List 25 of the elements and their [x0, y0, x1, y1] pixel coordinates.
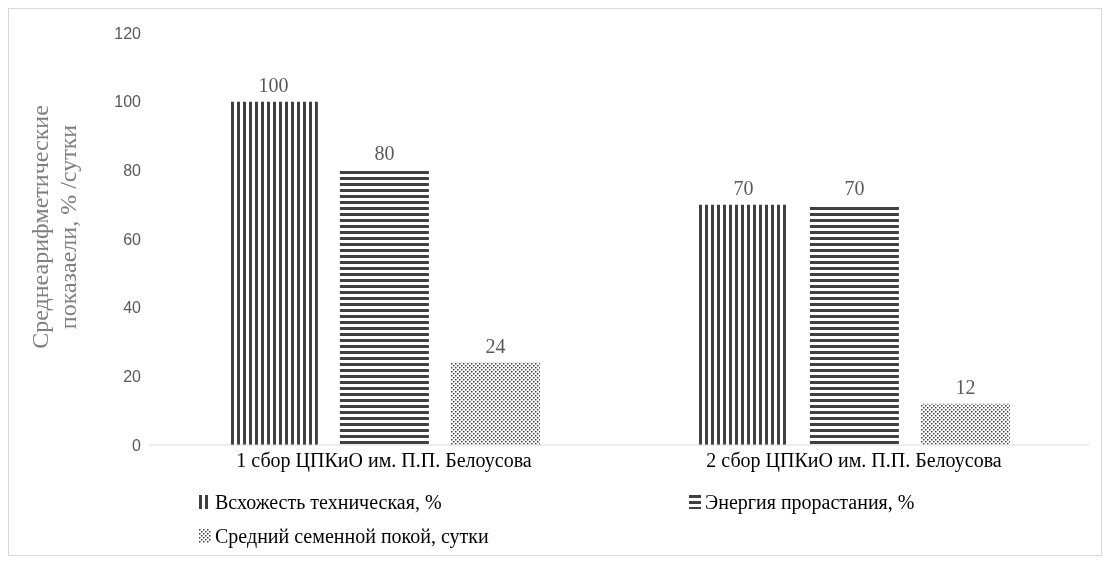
- data-label: 12: [955, 375, 976, 398]
- data-label: 100: [258, 73, 289, 96]
- y-axis-title: Среднеарифметические показаели, % /сутки: [26, 104, 82, 351]
- x-tick-label: 1 сбор ЦПКиО им. П.П. Белоусова: [236, 449, 532, 473]
- y-tick-label: 80: [123, 162, 142, 180]
- legend-label: Всхожесть техническая, %: [215, 490, 442, 514]
- legend-label: Средний семенной покой, сутки: [215, 524, 489, 548]
- bar: [920, 403, 1010, 445]
- x-tick-label: 2 сбор ЦПКиО им. П.П. Белоусова: [706, 449, 1002, 473]
- legend-label: Энергия прорастания, %: [705, 490, 915, 514]
- data-label: 70: [844, 176, 865, 199]
- y-tick-label: 100: [114, 93, 142, 111]
- y-tick-label: 20: [123, 368, 142, 386]
- y-tick-label: 120: [114, 24, 142, 42]
- data-label: 24: [485, 334, 506, 357]
- y-tick-label: 40: [123, 299, 142, 317]
- y-tick-label: 60: [123, 230, 142, 248]
- bar: [339, 170, 429, 445]
- y-tick-label: 0: [132, 436, 142, 454]
- data-label: 70: [733, 176, 754, 199]
- bar: [698, 204, 788, 445]
- bar: [809, 204, 899, 445]
- data-label: 80: [374, 142, 395, 165]
- bar: [450, 362, 540, 445]
- bar: [228, 101, 318, 445]
